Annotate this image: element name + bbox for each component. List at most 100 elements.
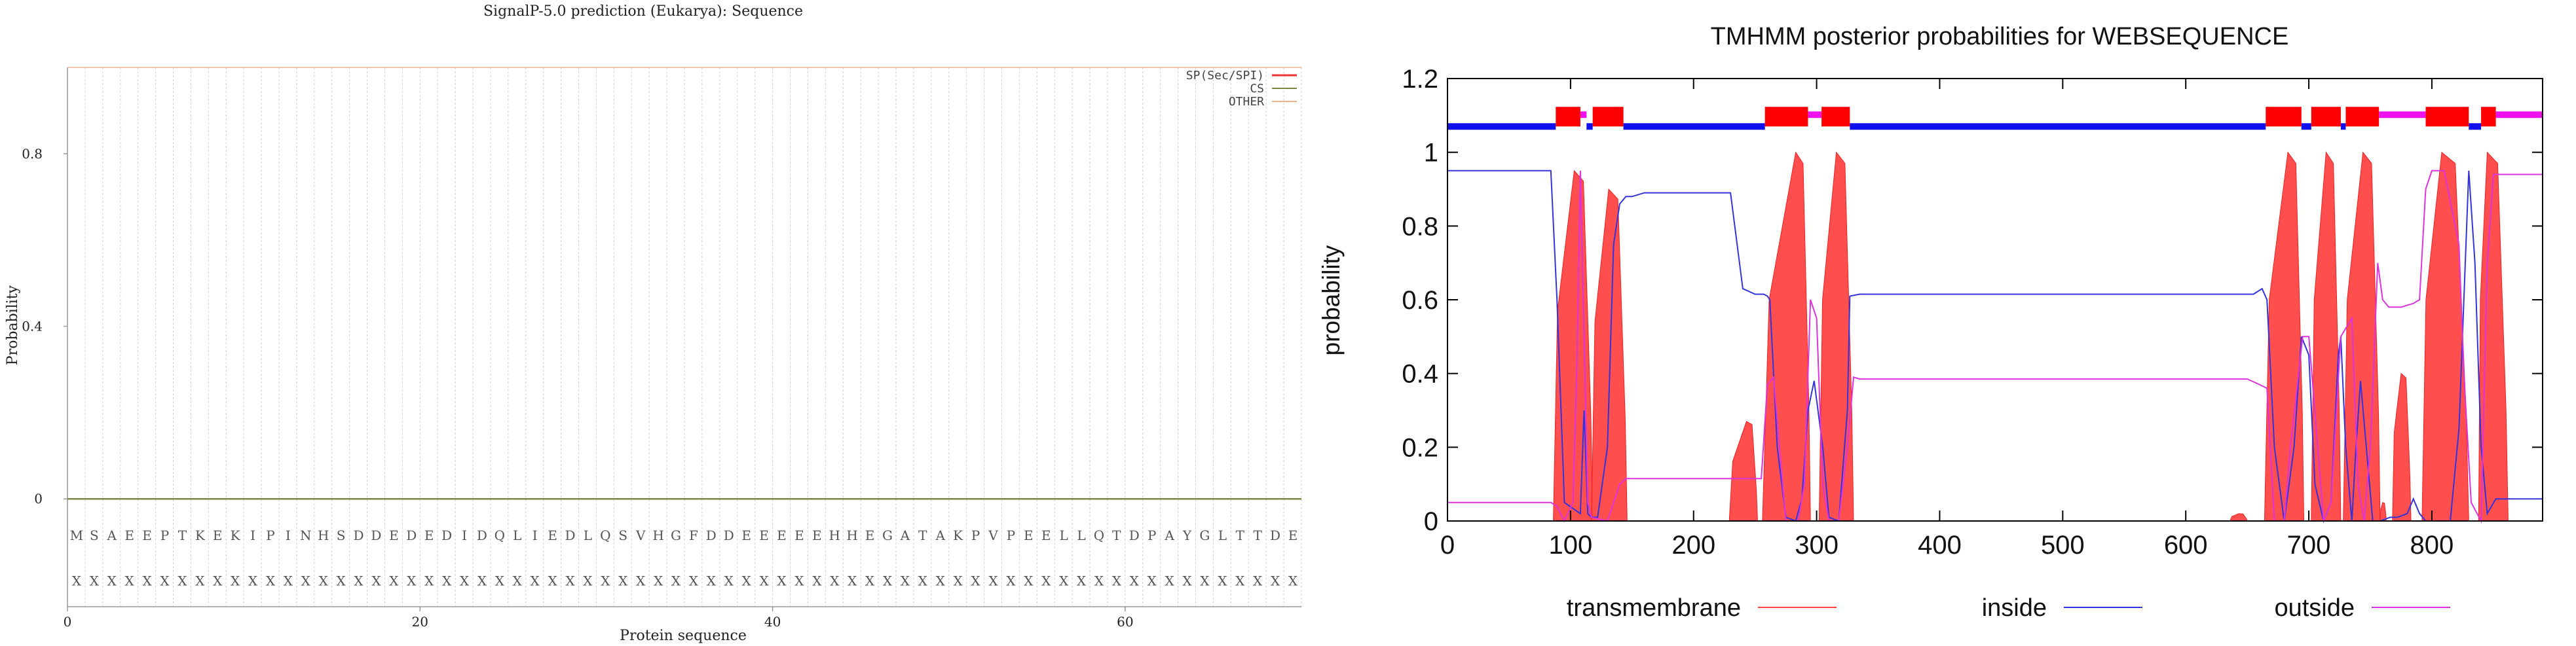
sequence-residue: E: [548, 528, 557, 543]
sequence-residue: P: [1148, 528, 1156, 543]
sequence-residue: E: [389, 528, 399, 543]
sequence-residue: A: [1164, 528, 1174, 543]
sequence-residue: D: [477, 528, 487, 543]
tmhmm-x-tick-label: 200: [1671, 531, 1715, 560]
annotation-mark: X: [195, 573, 205, 588]
annotation-mark: X: [759, 573, 769, 588]
annotation-mark: X: [1253, 573, 1263, 588]
annotation-mark: X: [777, 573, 787, 588]
sequence-residue: K: [953, 528, 963, 543]
annotation-mark: X: [1006, 573, 1016, 588]
sequence-residue: L: [584, 528, 592, 543]
annotation-mark: X: [812, 573, 822, 588]
annotation-mark: X: [1077, 573, 1087, 588]
annotation-mark: X: [284, 573, 293, 588]
sequence-residue: V: [988, 528, 998, 543]
annotation-mark: X: [125, 573, 135, 588]
annotation-mark: X: [988, 573, 998, 588]
tmhmm-x-tick-label: 100: [1548, 531, 1592, 560]
tmhmm-y-tick-label: 1.2: [1402, 65, 1438, 94]
annotation-mark: X: [424, 573, 434, 588]
sequence-residue: Y: [1182, 528, 1192, 543]
annotation-mark: X: [636, 573, 646, 588]
annotation-mark: X: [107, 573, 117, 588]
tm-peak: [2380, 502, 2387, 522]
signalp-y-tick-label: 0: [34, 491, 43, 507]
tm-peak: [2421, 151, 2469, 522]
annotation-mark: X: [495, 573, 505, 588]
annotation-mark: X: [442, 573, 452, 588]
sequence-residue: D: [565, 528, 575, 543]
tmhmm-y-tick-label: 0.6: [1402, 286, 1438, 315]
tmhmm-y-axis-label: probability: [1318, 245, 1345, 355]
sequence-residue: I: [462, 528, 467, 543]
annotation-mark: X: [389, 573, 399, 588]
tmhmm-legend-label: inside: [1982, 594, 2047, 622]
annotation-mark: X: [901, 573, 910, 588]
tmhmm-ticks: 0 0.2 0.4 0.6 0.8 1 1.2 0 100 200 300 400 500 600 700 8…: [1402, 65, 2543, 560]
sequence-residue: T: [1112, 528, 1121, 543]
sequence-residue: P: [971, 528, 980, 543]
signalp-x-tick-label: 0: [64, 614, 72, 630]
annotation-mark: X: [160, 573, 170, 588]
topology-tm-segment: [2311, 107, 2341, 127]
signalp-title: SignalP-5.0 prediction (Eukarya): Sequen…: [483, 3, 803, 20]
topology-tm-segment: [2345, 107, 2380, 127]
tmhmm-y-tick-label: 0.8: [1402, 212, 1438, 241]
sequence-residue: S: [618, 528, 627, 543]
signalp-y-tick-label: 0.4: [22, 319, 43, 334]
annotation-mark: X: [971, 573, 980, 588]
sequence-residue: S: [337, 528, 346, 543]
signalp-x-tick-label: 60: [1117, 614, 1133, 630]
sequence-residue: H: [829, 528, 840, 543]
topology-tm-segment: [2425, 107, 2469, 127]
sequence-residue: E: [424, 528, 434, 543]
annotation-mark: X: [1024, 573, 1034, 588]
tm-peak: [2311, 151, 2342, 522]
annotation-mark: X: [72, 573, 82, 588]
sequence-residue: D: [1270, 528, 1280, 543]
sequence-residue: D: [354, 528, 364, 543]
sequence-residue: E: [142, 528, 152, 543]
annotation-mark: X: [954, 573, 963, 588]
sequence-residue: G: [1199, 528, 1210, 543]
annotation-mark: X: [337, 573, 346, 588]
topology-tm-segment: [1592, 107, 1624, 127]
sequence-residue: N: [300, 528, 312, 543]
annotation-mark: X: [142, 573, 152, 588]
sequence-residue: E: [213, 528, 223, 543]
annotation-mark: X: [371, 573, 381, 588]
sequence-residue: G: [882, 528, 893, 543]
annotation-mark: X: [460, 573, 470, 588]
topology-tm-segment: [1764, 107, 1808, 127]
annotation-mark: X: [301, 573, 311, 588]
sequence-residue: D: [371, 528, 381, 543]
signalp-y-axis-label: Probability: [5, 285, 21, 365]
sequence-residue: I: [250, 528, 255, 543]
annotation-mark: X: [1130, 573, 1140, 588]
topology-tm-segment: [2266, 107, 2302, 127]
sequence-residue: E: [812, 528, 822, 543]
sequence-residue: T: [178, 528, 187, 543]
tm-peak: [1591, 188, 1628, 522]
sequence-residue: V: [635, 528, 646, 543]
annotation-mark: X: [742, 573, 752, 588]
signalp-gridlines: [84, 67, 1302, 607]
sequence-residue: D: [1129, 528, 1140, 543]
tm-peak: [1728, 421, 1758, 522]
annotation-mark: X: [1148, 573, 1157, 588]
annotation-mark: X: [1041, 573, 1051, 588]
sequence-residue: L: [1077, 528, 1085, 543]
sequence-residue: T: [918, 528, 927, 543]
sequence-residue: S: [90, 528, 99, 543]
annotation-mark: X: [1235, 573, 1245, 588]
sequence-residue: F: [689, 528, 698, 543]
sequence-residue: E: [777, 528, 787, 543]
topology-tm-segment: [1556, 107, 1580, 127]
signalp-axes: [67, 67, 1301, 607]
signalp-legend-label: OTHER: [1229, 95, 1264, 109]
sequence-residue: H: [846, 528, 857, 543]
